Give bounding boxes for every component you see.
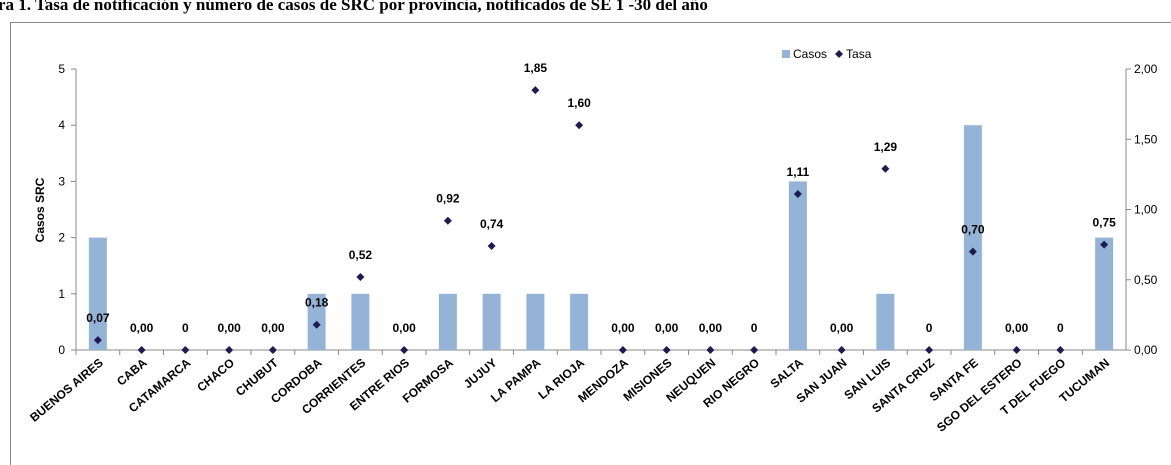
value-label: 0,00 [130,321,154,335]
bar [482,293,501,350]
bar [570,293,589,350]
marker [1012,346,1021,354]
y2-tick-label: 2,00 [1134,62,1158,76]
value-label: 0,00 [392,321,416,335]
marker [1100,240,1109,249]
marker [968,247,977,256]
marker [706,346,715,354]
bar [351,293,370,350]
y-axis-label: Casos SRC [33,177,47,242]
marker [618,346,627,354]
value-label: 0,92 [436,192,460,206]
value-label: 0,00 [699,321,723,335]
y2-tick-label: 1,00 [1134,203,1158,217]
x-tick-label: CHACO [194,356,237,395]
value-label: 0,00 [611,321,635,335]
value-label: 1,60 [567,96,591,110]
value-label: 0,00 [217,321,241,335]
marker [443,216,452,225]
value-label: 0,00 [830,321,854,335]
bar [963,125,982,350]
legend-swatch [782,50,790,58]
value-label: 1,85 [524,61,548,75]
value-label: 0 [1057,321,1064,335]
marker [93,336,102,345]
chart-border [10,22,1171,465]
y-tick-label: 3 [58,174,65,188]
marker [837,346,846,354]
y2-tick-label: 1,50 [1134,132,1158,146]
value-label: 0,75 [1092,216,1116,230]
value-label: 0 [182,321,189,335]
marker [487,242,496,251]
value-label: 1,29 [874,140,898,154]
legend-swatch [835,50,844,58]
y-tick-label: 1 [58,287,65,301]
bar [788,181,807,350]
bar [1095,237,1114,350]
marker [312,320,321,329]
marker [400,346,409,354]
marker [181,346,190,354]
marker [662,346,671,354]
y2-tick-label: 0,50 [1134,273,1158,287]
bar [438,293,457,350]
x-tick-label: JUJUY [461,356,500,392]
value-label: 0,70 [961,223,985,237]
value-label: 0 [926,321,933,335]
bar [876,293,895,350]
bar [88,237,107,350]
legend-label: Casos [793,47,827,61]
value-label: 0,74 [480,217,504,231]
value-label: 0,00 [1005,321,1029,335]
x-tick-label: BUENOS AIRES [27,356,106,425]
value-label: 0 [751,321,758,335]
marker [268,346,277,354]
value-label: 0,07 [86,311,110,325]
marker [750,346,759,354]
chart-title: ra 1. Tasa de notificación y número de c… [0,0,708,14]
marker [575,121,584,130]
y-tick-label: 2 [58,231,65,245]
marker [925,346,934,354]
value-label: 0,00 [655,321,679,335]
marker [881,164,890,173]
marker [531,86,540,95]
value-label: 0,00 [261,321,285,335]
x-tick-label: CABA [114,355,150,388]
marker [793,190,802,199]
marker [225,346,234,354]
value-label: 0,52 [349,248,373,262]
y-tick-label: 0 [58,343,65,357]
y2-tick-label: 0,00 [1134,343,1158,357]
value-label: 1,11 [787,165,810,179]
y-tick-label: 5 [58,62,65,76]
marker [137,346,146,354]
y-tick-label: 4 [58,118,65,132]
bar [526,293,545,350]
value-label: 0,18 [305,296,329,310]
legend-label: Tasa [846,47,872,61]
x-tick-label: SALTA [768,355,807,391]
marker [356,272,365,281]
marker [1056,346,1065,354]
